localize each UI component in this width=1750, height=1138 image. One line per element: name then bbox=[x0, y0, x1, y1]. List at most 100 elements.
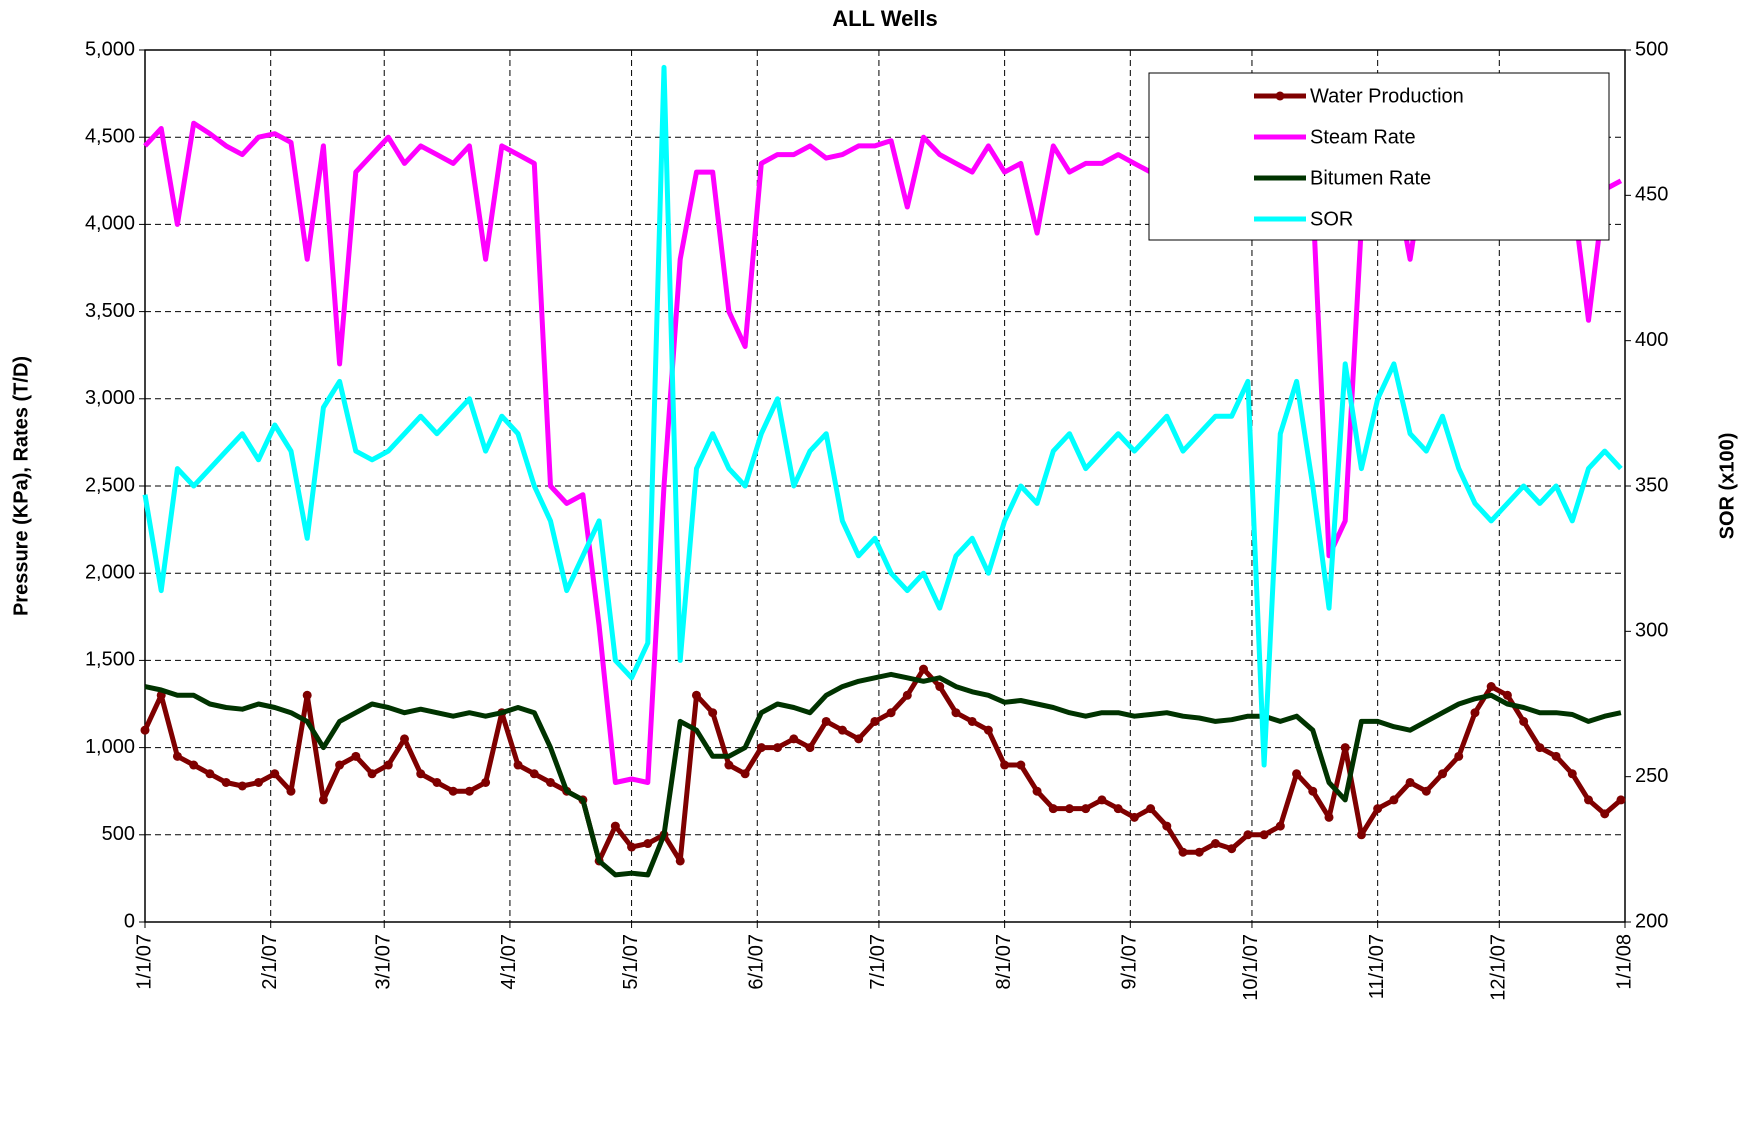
series-marker bbox=[1178, 847, 1188, 857]
series-marker bbox=[1243, 830, 1253, 840]
x-tick-label: 6/1/07 bbox=[746, 934, 768, 990]
x-tick-label: 7/1/07 bbox=[867, 934, 889, 990]
series-marker bbox=[1567, 769, 1577, 779]
series-marker bbox=[529, 769, 539, 779]
series-marker bbox=[1081, 804, 1091, 814]
x-tick-label: 1/1/07 bbox=[133, 934, 155, 990]
chart-title: ALL Wells bbox=[832, 6, 938, 31]
series-marker bbox=[951, 708, 961, 718]
y2-tick-label: 350 bbox=[1635, 474, 1668, 496]
series-marker bbox=[1016, 760, 1026, 770]
series-marker bbox=[1389, 795, 1399, 805]
series-marker bbox=[1324, 812, 1334, 822]
series-marker bbox=[351, 751, 361, 761]
y2-tick-label: 200 bbox=[1635, 910, 1668, 932]
series-marker bbox=[983, 725, 993, 735]
series-marker bbox=[1275, 821, 1285, 831]
x-tick-label: 8/1/07 bbox=[993, 934, 1015, 990]
series-marker bbox=[805, 743, 815, 753]
x-tick-label: 2/1/07 bbox=[259, 934, 281, 990]
y-tick-label: 0 bbox=[124, 910, 135, 932]
series-marker bbox=[1356, 830, 1366, 840]
series-marker bbox=[400, 734, 410, 744]
series-marker bbox=[1486, 682, 1496, 692]
series-marker bbox=[318, 795, 328, 805]
series-marker bbox=[448, 786, 458, 796]
x-tick-label: 11/1/07 bbox=[1366, 934, 1388, 999]
series-marker bbox=[189, 760, 199, 770]
series-marker bbox=[1470, 708, 1480, 718]
series-line bbox=[142, 666, 1623, 864]
series-marker bbox=[1405, 777, 1415, 787]
series-marker bbox=[1584, 795, 1594, 805]
series-marker bbox=[140, 725, 150, 735]
series-marker bbox=[870, 716, 880, 726]
series-marker bbox=[691, 690, 701, 700]
y2-axis-label: SOR (x100) bbox=[1716, 433, 1738, 540]
series-marker bbox=[1194, 847, 1204, 857]
series-marker bbox=[1600, 809, 1610, 819]
series-marker bbox=[1210, 839, 1220, 849]
series-marker bbox=[1162, 821, 1172, 831]
series-marker bbox=[1129, 812, 1139, 822]
x-tick-label: 12/1/07 bbox=[1488, 934, 1510, 1001]
series-marker bbox=[432, 777, 442, 787]
series-marker bbox=[1259, 830, 1269, 840]
legend-label: Water Production bbox=[1310, 85, 1464, 107]
y2-tick-label: 450 bbox=[1635, 184, 1668, 206]
series-marker bbox=[1421, 786, 1431, 796]
series-marker bbox=[1227, 844, 1237, 854]
x-tick-label: 10/1/07 bbox=[1240, 934, 1262, 1001]
series-marker bbox=[643, 839, 653, 849]
y-tick-label: 3,000 bbox=[85, 387, 135, 409]
series-marker bbox=[545, 777, 555, 787]
series-line bbox=[144, 671, 1622, 878]
series-marker bbox=[1146, 804, 1156, 814]
series-marker bbox=[464, 786, 474, 796]
series-marker bbox=[1292, 769, 1302, 779]
series-marker bbox=[254, 777, 264, 787]
y-tick-label: 5,000 bbox=[85, 38, 135, 60]
series-marker bbox=[481, 777, 491, 787]
series-marker bbox=[935, 682, 945, 692]
series-marker bbox=[237, 781, 247, 791]
series-marker bbox=[740, 769, 750, 779]
series-marker bbox=[675, 856, 685, 866]
series-marker bbox=[1373, 804, 1383, 814]
series-marker bbox=[967, 716, 977, 726]
legend-label: Bitumen Rate bbox=[1310, 167, 1431, 189]
series-marker bbox=[1000, 760, 1010, 770]
series-marker bbox=[1454, 751, 1464, 761]
y-tick-label: 4,500 bbox=[85, 125, 135, 147]
series-marker bbox=[724, 760, 734, 770]
series-marker bbox=[854, 734, 864, 744]
series-line bbox=[142, 64, 1623, 768]
series-marker bbox=[1308, 786, 1318, 796]
y2-tick-label: 250 bbox=[1635, 765, 1668, 787]
series-marker bbox=[789, 734, 799, 744]
plot-border bbox=[144, 49, 1626, 923]
series-marker bbox=[367, 769, 377, 779]
series-marker bbox=[1097, 795, 1107, 805]
series-marker bbox=[1616, 795, 1626, 805]
series-marker bbox=[1048, 804, 1058, 814]
series-marker bbox=[919, 664, 929, 674]
x-tick-label: 3/1/07 bbox=[373, 934, 395, 990]
series-marker bbox=[902, 690, 912, 700]
series-marker bbox=[1032, 786, 1042, 796]
series-marker bbox=[756, 743, 766, 753]
series-marker bbox=[1502, 690, 1512, 700]
series-marker bbox=[335, 760, 345, 770]
x-tick-label: 1/1/08 bbox=[1613, 934, 1635, 990]
series-marker bbox=[821, 716, 831, 726]
y2-tick-label: 400 bbox=[1635, 329, 1668, 351]
y2-tick-label: 300 bbox=[1635, 620, 1668, 642]
y-tick-label: 3,500 bbox=[85, 300, 135, 322]
series-marker bbox=[1113, 804, 1123, 814]
series-marker bbox=[837, 725, 847, 735]
legend-marker bbox=[1275, 91, 1285, 101]
series-marker bbox=[383, 760, 393, 770]
series-marker bbox=[416, 769, 426, 779]
series-marker bbox=[221, 777, 231, 787]
y-tick-label: 2,000 bbox=[85, 561, 135, 583]
